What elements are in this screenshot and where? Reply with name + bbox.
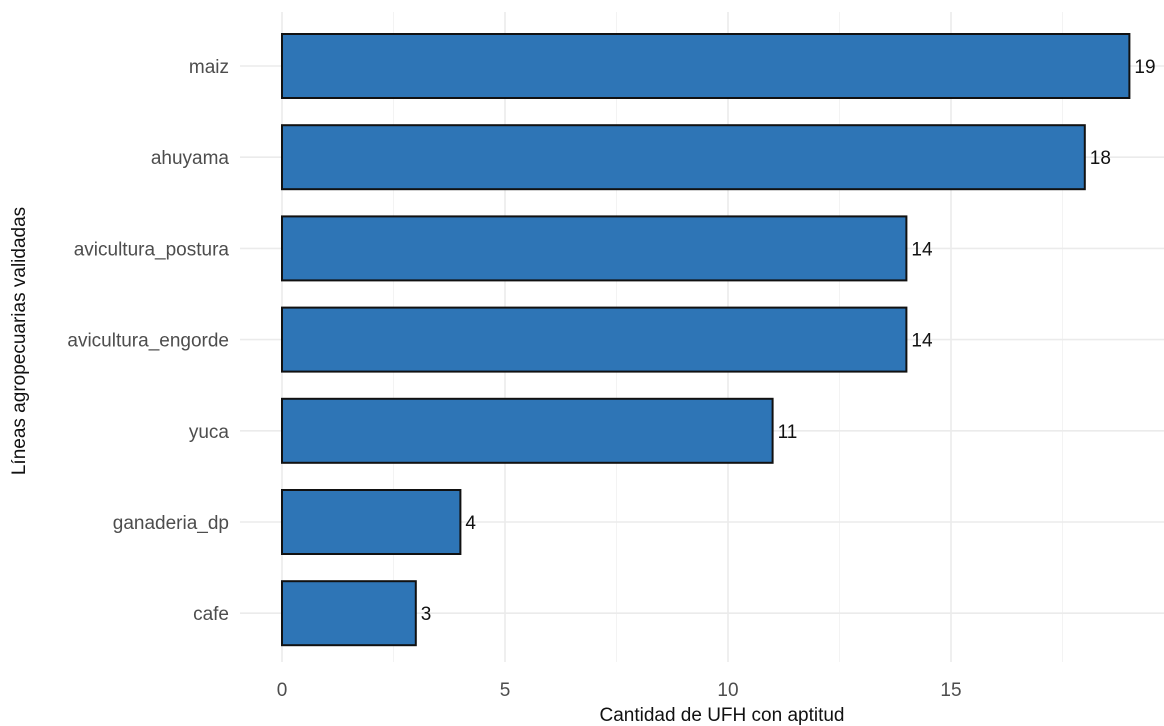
value-label-maiz: 19: [1134, 57, 1155, 78]
value-label-avicultura_engorde: 14: [911, 331, 933, 352]
bar-maiz: [281, 33, 1131, 99]
x-axis-title: Cantidad de UFH con aptitud: [599, 705, 844, 726]
category-label-maiz: maiz: [189, 57, 229, 78]
value-label-yuca: 11: [778, 422, 798, 443]
bar-yuca: [281, 397, 774, 464]
value-label-avicultura_postura: 14: [911, 239, 933, 260]
bar-ahuyama: [281, 124, 1086, 191]
bar-ganaderia_dp: [281, 489, 462, 555]
value-label-cafe: 3: [421, 604, 432, 625]
category-label-avicultura_postura: avicultura_postura: [74, 239, 230, 260]
bars: [281, 33, 1131, 647]
bar-cafe: [281, 580, 417, 647]
bar-avicultura_postura: [281, 215, 908, 282]
x-tick-label: 15: [940, 680, 961, 701]
y-axis-title: Líneas agropecuarias validadas: [9, 207, 30, 475]
category-label-cafe: cafe: [193, 604, 229, 625]
x-tick-label: 0: [277, 680, 288, 701]
value-label-ganaderia_dp: 4: [465, 513, 476, 534]
category-labels: maiz ahuyama avicultura_postura avicultura_…: [67, 57, 229, 625]
x-tick-label: 5: [500, 680, 511, 701]
category-label-ganaderia_dp: ganaderia_dp: [113, 513, 229, 534]
category-label-avicultura_engorde: avicultura_engorde: [67, 331, 229, 352]
bar-avicultura_engorde: [281, 306, 908, 373]
value-label-ahuyama: 18: [1090, 148, 1111, 169]
x-tick-labels: 0 5 10 15: [277, 680, 962, 701]
x-tick-label: 10: [717, 680, 738, 701]
value-labels: 19 18 14 14 11 4 3: [421, 57, 1156, 625]
category-label-yuca: yuca: [189, 422, 230, 443]
category-label-ahuyama: ahuyama: [151, 148, 230, 169]
